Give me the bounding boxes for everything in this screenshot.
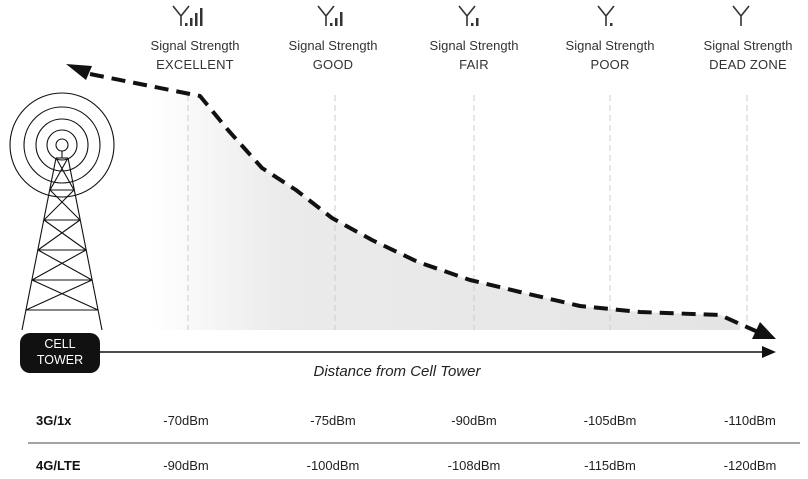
level-title: Signal Strength <box>566 38 655 53</box>
table-cell: -90dBm <box>163 458 209 473</box>
table-cell: -105dBm <box>584 413 637 428</box>
level-guides <box>187 95 748 330</box>
curve-start-arrow-icon <box>66 64 92 80</box>
table-cell: -115dBm <box>584 458 636 473</box>
level-name: EXCELLENT <box>156 57 234 72</box>
cell-tower-badge: CELL TOWER <box>20 333 100 373</box>
level-name: POOR <box>590 57 629 72</box>
table-row: 4G/LTE -90dBm -100dBm -108dBm -115dBm -1… <box>36 458 776 473</box>
level-poor: Signal Strength POOR <box>566 5 655 72</box>
table-row: 3G/1x -70dBm -75dBm -90dBm -105dBm -110d… <box>36 413 776 428</box>
signal-area-fill <box>150 90 740 330</box>
table-cell: -108dBm <box>448 458 501 473</box>
level-fair: Signal Strength FAIR <box>430 5 519 72</box>
curve-end-arrow-icon <box>752 322 776 339</box>
distance-axis-arrow-icon <box>762 346 776 358</box>
signal-poor-icon <box>597 5 615 26</box>
level-good: Signal Strength GOOD <box>289 5 378 72</box>
level-excellent: Signal Strength EXCELLENT <box>151 5 240 72</box>
level-dead-zone: Signal Strength DEAD ZONE <box>704 5 793 72</box>
level-title: Signal Strength <box>430 38 519 53</box>
level-name: GOOD <box>313 57 354 72</box>
dbm-table: 3G/1x -70dBm -75dBm -90dBm -105dBm -110d… <box>28 413 800 473</box>
table-cell: -100dBm <box>307 458 360 473</box>
table-cell: -90dBm <box>451 413 497 428</box>
signal-fair-icon <box>458 5 479 26</box>
level-title: Signal Strength <box>151 38 240 53</box>
row-label: 3G/1x <box>36 413 72 428</box>
table-cell: -70dBm <box>163 413 209 428</box>
level-title: Signal Strength <box>704 38 793 53</box>
level-title: Signal Strength <box>289 38 378 53</box>
table-cell: -120dBm <box>724 458 777 473</box>
signal-good-icon <box>317 5 343 26</box>
table-cell: -75dBm <box>310 413 356 428</box>
signal-dead-zone-icon <box>732 5 750 26</box>
level-name: FAIR <box>459 57 489 72</box>
signal-excellent-icon <box>172 5 203 26</box>
cell-tower-icon <box>9 92 115 331</box>
level-name: DEAD ZONE <box>709 57 787 72</box>
distance-axis-label: Distance from Cell Tower <box>314 363 482 380</box>
level-headers: Signal Strength EXCELLENT Signal Strengt… <box>151 5 793 72</box>
row-label: 4G/LTE <box>36 458 81 473</box>
tower-label-line1: CELL <box>44 337 75 351</box>
signal-curve <box>89 72 759 334</box>
table-cell: -110dBm <box>724 413 776 428</box>
tower-label-line2: TOWER <box>37 353 83 367</box>
